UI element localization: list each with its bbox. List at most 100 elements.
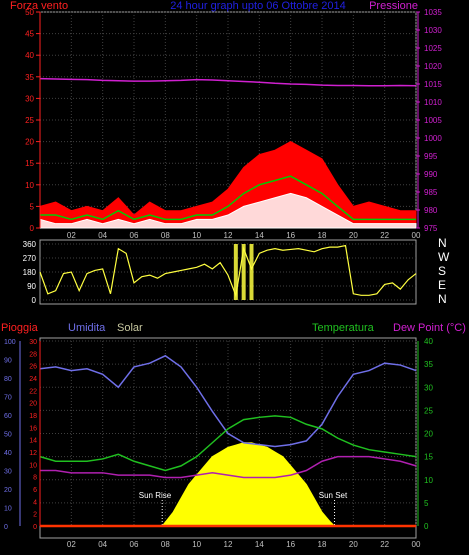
rain-tick-label: 20 xyxy=(29,401,37,408)
chart-title: 24 hour graph upto 06 Ottobre 2014 xyxy=(170,0,346,12)
climate-x-tick-label: 10 xyxy=(192,540,201,549)
rain-tick-label: 10 xyxy=(29,462,37,469)
compass-label: S xyxy=(438,264,446,278)
rain-tick-label: 16 xyxy=(29,425,37,432)
pressure-tick-label: 980 xyxy=(424,206,438,215)
humidity-series xyxy=(39,354,417,448)
compass-label: N xyxy=(438,292,447,306)
pressure-tick-label: 985 xyxy=(424,188,438,197)
wind-x-tick-label: 10 xyxy=(192,231,201,240)
climate-x-tick-label: 12 xyxy=(224,540,233,549)
pressure-tick-label: 990 xyxy=(424,170,438,179)
pressure-tick-label: 1000 xyxy=(424,134,442,143)
rain-tick-label: 4 xyxy=(33,499,37,506)
climate-x-tick-label: 00 xyxy=(412,540,421,549)
direction-tick-label: 270 xyxy=(23,254,37,263)
humidity-tick-label: 100 xyxy=(4,339,16,346)
temperature-tick-label: 0 xyxy=(424,522,429,531)
humidity-tick-label: 90 xyxy=(4,358,12,365)
pressure-tick-label: 1015 xyxy=(424,80,442,89)
pressure-tick-label: 1010 xyxy=(424,98,442,107)
compass-label: E xyxy=(438,278,446,292)
pressure-tick-label: 995 xyxy=(424,152,438,161)
temperature-tick-label: 5 xyxy=(424,499,429,508)
axes-layer: 0510152025303540455097598098599099510001… xyxy=(4,8,450,549)
wind-x-tick-label: 20 xyxy=(349,231,358,240)
wind-x-tick-label: 16 xyxy=(286,231,295,240)
temperature-series xyxy=(39,415,417,472)
rain-tick-label: 0 xyxy=(33,524,37,531)
sunrise-label: Sun Rise xyxy=(139,491,172,500)
data-layer xyxy=(39,77,417,528)
rain-tick-label: 28 xyxy=(29,351,37,358)
sunset-label: Sun Set xyxy=(319,491,348,500)
climate-x-tick-label: 04 xyxy=(98,540,107,549)
direction-tick-label: 90 xyxy=(27,282,36,291)
wind-tick-label: 15 xyxy=(25,159,34,168)
temperature-tick-label: 15 xyxy=(424,453,433,462)
pressure-tick-label: 1025 xyxy=(424,44,442,53)
pressure-tick-label: 1035 xyxy=(424,8,442,17)
wind-tick-label: 20 xyxy=(25,138,34,147)
humidity-tick-label: 50 xyxy=(4,432,12,439)
humidity-tick-label: 10 xyxy=(4,506,12,513)
climate-x-tick-label: 16 xyxy=(286,540,295,549)
direction-series xyxy=(39,244,417,298)
temperature-tick-label: 35 xyxy=(424,360,433,369)
temperature-tick-label: 25 xyxy=(424,406,433,415)
climate-x-tick-label: 08 xyxy=(161,540,170,549)
pressure-tick-label: 1020 xyxy=(424,62,442,71)
climate-x-tick-label: 06 xyxy=(130,540,139,549)
temperature-label: Temperatura xyxy=(312,322,375,334)
rain-tick-label: 18 xyxy=(29,413,37,420)
direction-variation-bar xyxy=(233,244,238,300)
wind-x-tick-label: 02 xyxy=(67,231,76,240)
pressure-tick-label: 1005 xyxy=(424,116,442,125)
direction-tick-label: 0 xyxy=(32,296,37,305)
rain-tick-label: 2 xyxy=(33,512,37,519)
temperature-tick-label: 30 xyxy=(424,383,433,392)
climate-x-tick-label: 20 xyxy=(349,540,358,549)
wind-tick-label: 35 xyxy=(25,73,34,82)
rain-tick-label: 22 xyxy=(29,388,37,395)
wind-tick-label: 45 xyxy=(25,30,34,39)
compass-label: N xyxy=(438,236,447,250)
wind-x-tick-label: 04 xyxy=(98,231,107,240)
solar-label: Solar xyxy=(117,322,143,334)
pressure-tick-label: 975 xyxy=(424,224,438,233)
rain-tick-label: 8 xyxy=(33,475,37,482)
humidity-tick-label: 40 xyxy=(4,450,12,457)
rain-tick-label: 30 xyxy=(29,339,37,346)
direction-variation-bar xyxy=(241,244,246,300)
rain-label: Pioggia xyxy=(1,322,39,334)
humidity-label: Umidita xyxy=(68,322,106,334)
wind-tick-label: 0 xyxy=(30,224,35,233)
rain-tick-label: 12 xyxy=(29,450,37,457)
dewpoint-series xyxy=(40,455,417,479)
wind-tick-label: 25 xyxy=(25,116,34,125)
rain-tick-label: 6 xyxy=(33,487,37,494)
wind-low-series xyxy=(39,192,417,229)
direction-tick-label: 360 xyxy=(23,240,37,249)
rain-tick-label: 26 xyxy=(29,364,37,371)
wind-avg-series xyxy=(40,175,416,221)
pressure-tick-label: 1030 xyxy=(424,26,442,35)
humidity-tick-label: 80 xyxy=(4,376,12,383)
temperature-tick-label: 20 xyxy=(424,430,433,439)
wind-x-tick-label: 22 xyxy=(380,231,389,240)
wind-x-tick-label: 00 xyxy=(412,231,421,240)
dewpoint-label: Dew Point (°C) xyxy=(393,322,466,334)
direction-variation-bar xyxy=(249,244,254,300)
humidity-tick-label: 70 xyxy=(4,395,12,402)
wind-tick-label: 30 xyxy=(25,94,34,103)
climate-x-tick-label: 02 xyxy=(67,540,76,549)
wind-tick-label: 50 xyxy=(25,8,34,17)
wind-x-tick-label: 18 xyxy=(318,231,327,240)
humidity-tick-label: 30 xyxy=(4,469,12,476)
pressure-axis-title: Pressione xyxy=(369,0,418,12)
temperature-tick-label: 40 xyxy=(424,337,433,346)
climate-x-tick-label: 18 xyxy=(318,540,327,549)
humidity-tick-label: 0 xyxy=(4,524,8,531)
wind-x-tick-label: 12 xyxy=(224,231,233,240)
